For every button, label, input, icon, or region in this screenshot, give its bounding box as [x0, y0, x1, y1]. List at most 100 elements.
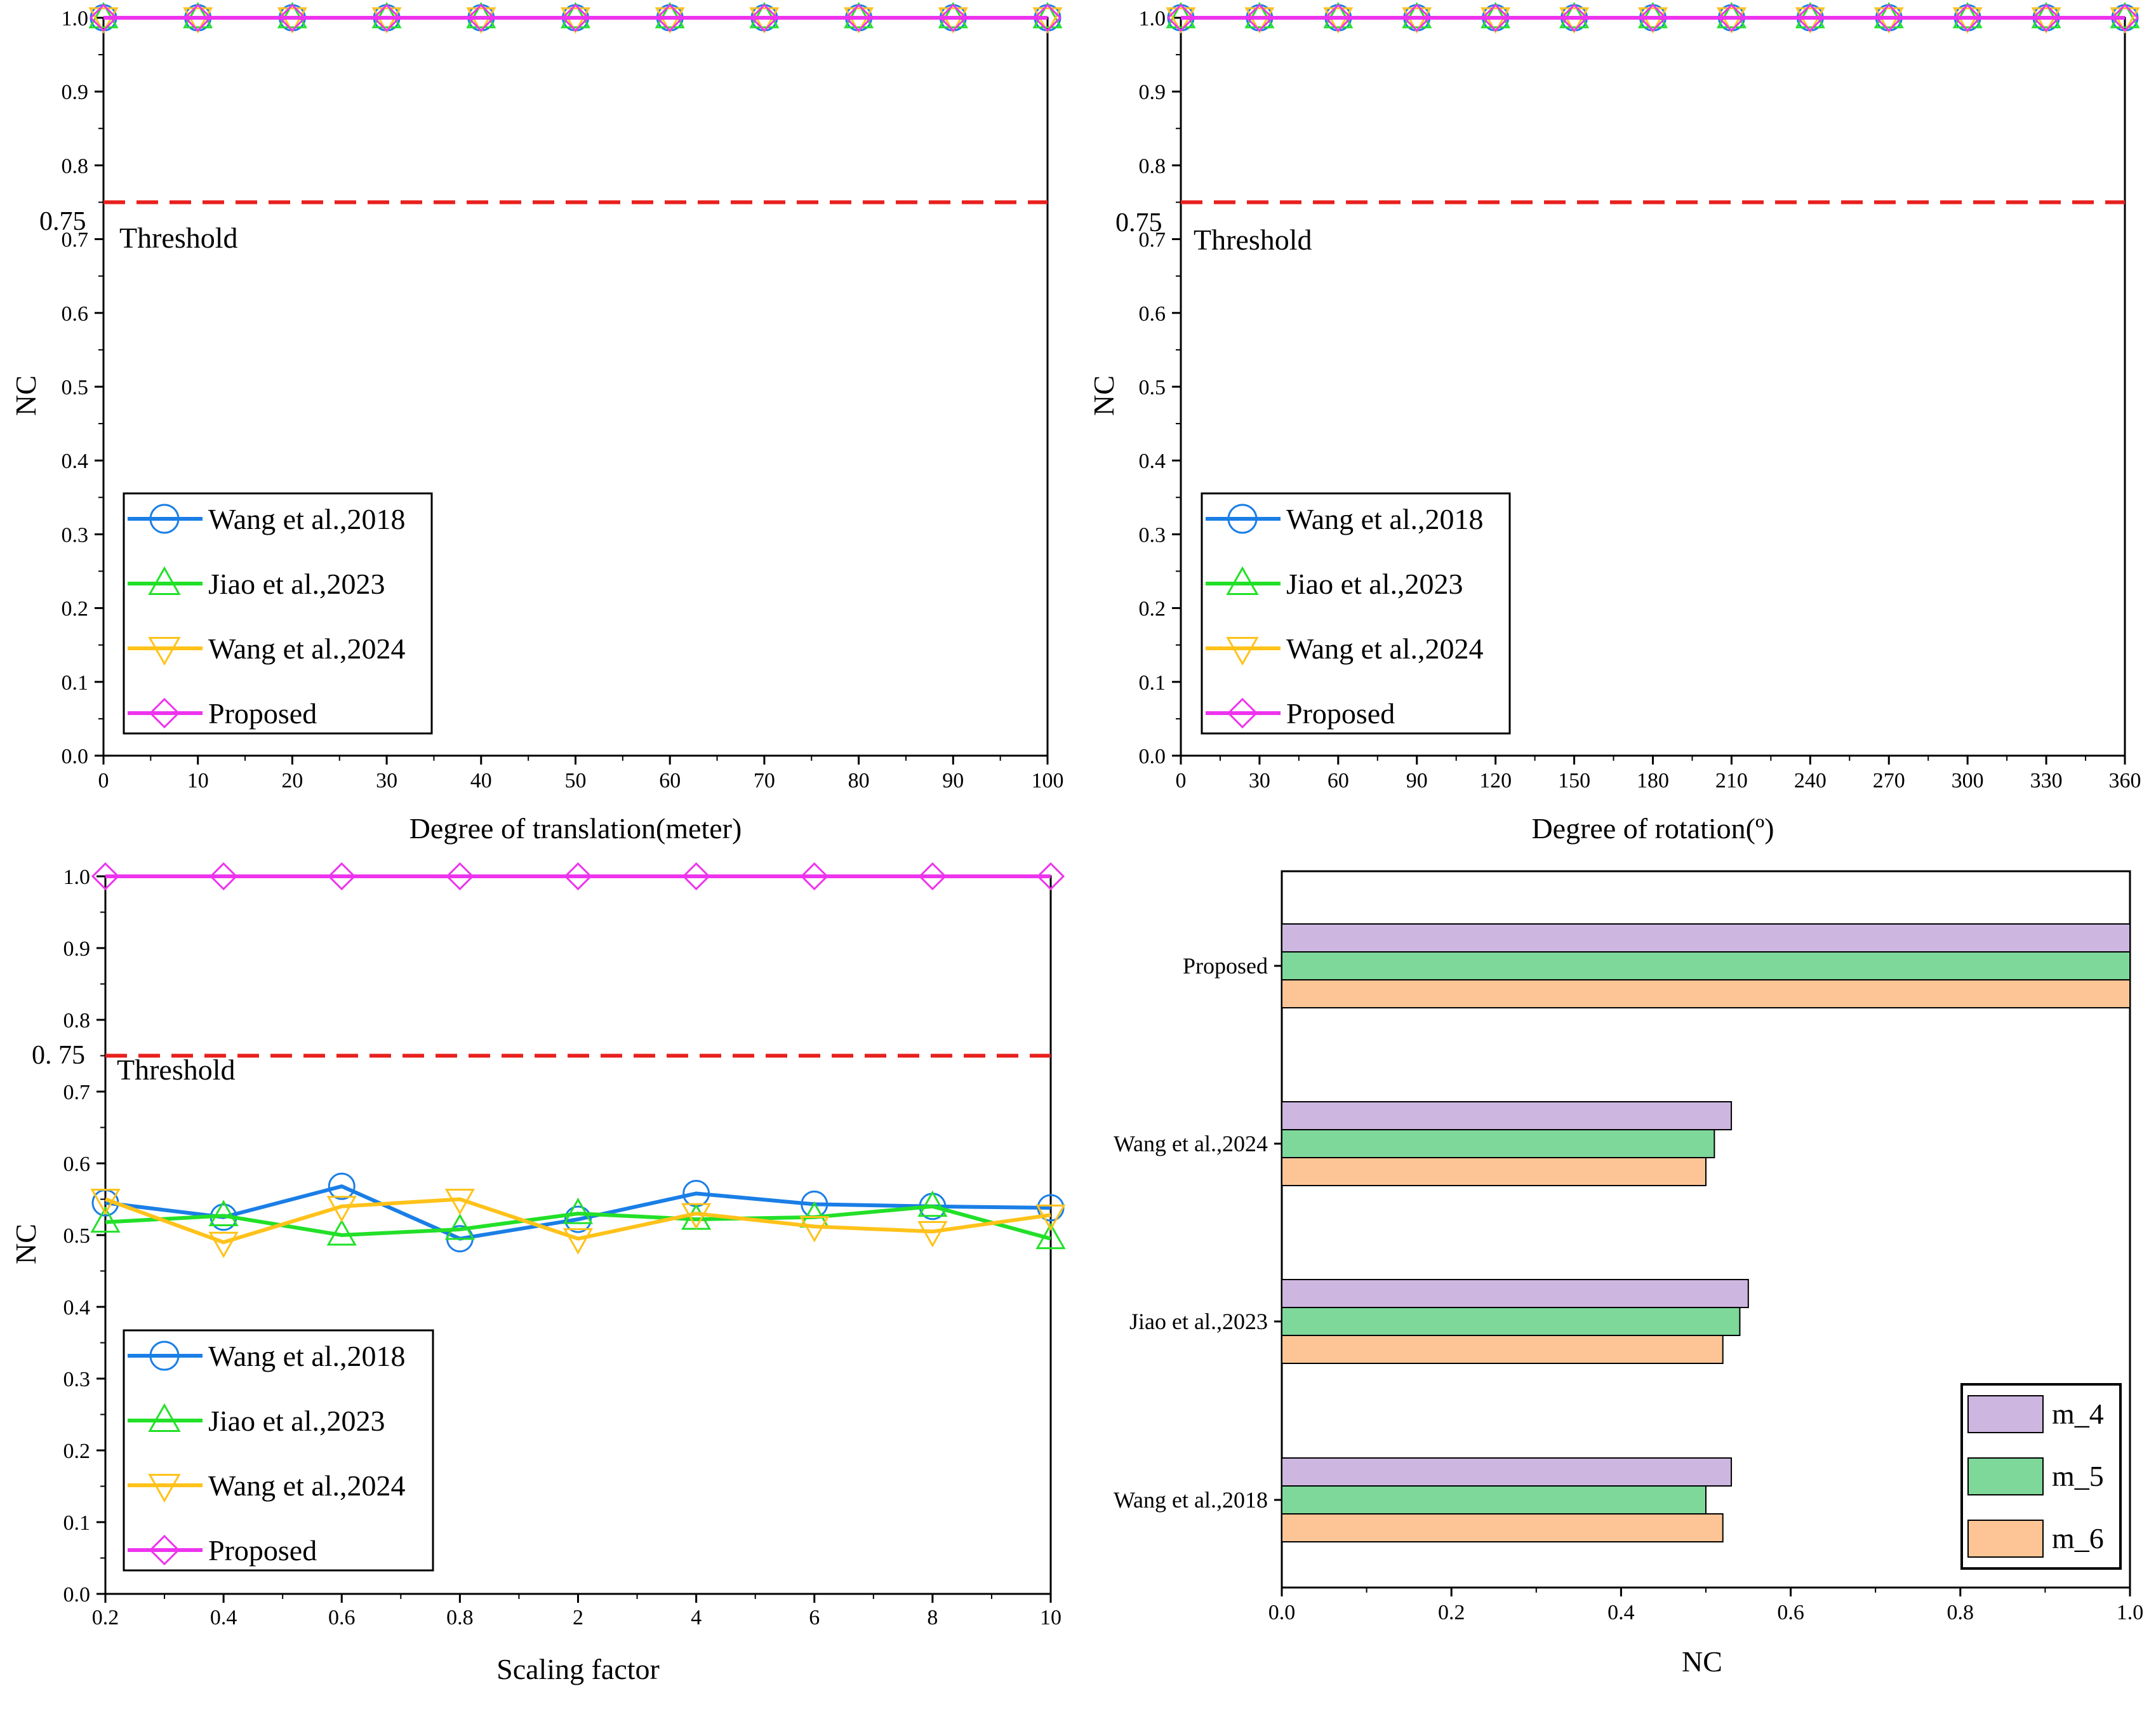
data-point-jiao2023: [1166, 1, 1196, 29]
data-point-wang2024: [560, 7, 591, 34]
chart-panel-scaling: 0.0 0.1 0.2 0.3 0.4 0.5 0.6 0.7 0.8 0.9 1.0 0.2 0.4 0…: [10, 862, 1066, 1685]
data-point-jiao2023: [1873, 1, 1904, 29]
data-point-wang2024: [844, 7, 874, 34]
data-point-wang2024: [1637, 7, 1668, 34]
x-tick-label: 90: [942, 769, 964, 792]
data-point-proposed: [2110, 3, 2139, 32]
data-point-wang2024: [1873, 7, 1904, 34]
x-tick-label: 10: [1040, 1606, 1061, 1629]
data-point-jiao2023: [562, 1198, 594, 1224]
legend: Wang et al.,2018 Jiao et al.,2023 Wang et …: [1201, 492, 1511, 735]
x-tick-label: 0.4: [1607, 1601, 1635, 1624]
x-tick-label: 8: [927, 1606, 938, 1629]
y-tick-label: 0.2: [63, 1440, 91, 1463]
y-axis-label: NC: [1088, 375, 1120, 416]
legend-marker-wang2018: [149, 504, 180, 534]
x-tick-label: 100: [1032, 769, 1064, 792]
data-point-jiao2023: [1952, 1, 1983, 29]
legend-entry: m_6: [2052, 1522, 2104, 1555]
legend-marker-wang2024: [148, 637, 181, 666]
data-point-jiao2023: [277, 1, 307, 29]
bar-m4: [1281, 1457, 1733, 1487]
x-tick-label: 0.8: [1947, 1601, 1974, 1624]
data-point-wang2024: [466, 7, 496, 34]
data-point-wang2024: [1481, 7, 1511, 34]
data-point-jiao2023: [938, 1, 968, 29]
data-point-wang2024: [799, 1215, 830, 1243]
bar-m4: [1281, 1101, 1733, 1130]
x-tick-label: 40: [470, 769, 492, 792]
data-point-wang2024: [1166, 7, 1196, 34]
data-point-wang2024: [917, 1220, 948, 1248]
legend-marker-wang2024: [1226, 637, 1259, 666]
x-axis-label: Scaling factor: [496, 1653, 660, 1685]
legend-entry: Jiao et al.,2023: [208, 568, 385, 600]
y-tick-label: 0.3: [1139, 523, 1166, 547]
x-tick-label: 0.4: [210, 1606, 237, 1629]
data-point-jiao2023: [2031, 1, 2061, 29]
data-point-proposed: [750, 3, 779, 32]
bar-m6: [1281, 1157, 1707, 1186]
y-tick-label: 0.8: [63, 1009, 91, 1033]
data-point-wang2024: [1244, 7, 1275, 34]
y-tick-label: 0.6: [1139, 302, 1166, 326]
threshold-label: Threshold: [117, 1053, 236, 1086]
x-tick-label: 50: [565, 769, 587, 792]
x-axis-label: NC: [1682, 1645, 1722, 1678]
data-point-proposed: [1033, 3, 1062, 32]
threshold-label: Threshold: [1194, 224, 1312, 256]
bar-m4: [1281, 923, 2131, 953]
data-point-proposed: [1402, 3, 1431, 32]
y-tick-label: 0.2: [62, 598, 89, 621]
data-point-proposed: [372, 3, 401, 32]
x-tick-label: 120: [1479, 769, 1512, 792]
legend-box: [123, 1329, 434, 1572]
y-tick-label: 0.6: [63, 1153, 91, 1176]
data-point-jiao2023: [183, 1, 213, 29]
data-point-jiao2023: [1035, 1222, 1066, 1250]
y-tick-label: 1.0: [1139, 7, 1166, 30]
y-tick-label: 0.1: [62, 671, 89, 695]
legend-entry: Wang et al.,2018: [1286, 503, 1484, 535]
data-point-wang2024: [1402, 7, 1432, 34]
data-point-jiao2023: [2110, 1, 2140, 29]
data-point-proposed: [278, 3, 307, 32]
data-point-wang2024: [183, 7, 213, 34]
data-point-wang2024: [371, 7, 402, 34]
data-point-jiao2023: [1323, 1, 1354, 29]
legend-entry: Wang et al.,2024: [1286, 632, 1484, 665]
y-axis-label: NC: [10, 1224, 42, 1264]
data-point-proposed: [2032, 3, 2061, 32]
x-tick-label: 0.0: [1268, 1601, 1296, 1624]
legend-marker-jiao2023: [148, 1403, 181, 1432]
data-point-wang2024: [1323, 7, 1354, 34]
data-point-wang2024: [326, 1196, 357, 1222]
bar-m4: [1281, 1279, 1749, 1308]
data-point-wang2024: [681, 1203, 712, 1230]
y-tick-label: 0.3: [63, 1368, 91, 1391]
series-line-wang2024: [104, 1197, 1051, 1245]
y-tick-label: 0.4: [63, 1296, 91, 1320]
data-point-jiao2023: [1244, 1, 1275, 29]
x-tick-label: 90: [1406, 769, 1428, 792]
data-point-proposed: [1481, 3, 1510, 32]
data-point-proposed: [561, 3, 590, 32]
y-axis-label: NC: [10, 375, 42, 416]
x-tick-label: 80: [848, 769, 870, 792]
data-point-proposed: [1166, 3, 1195, 32]
data-point-jiao2023: [1559, 1, 1590, 29]
data-point-jiao2023: [371, 1, 402, 29]
y-tick-label: 0.7: [63, 1081, 91, 1104]
legend-swatch-m6: [1967, 1520, 2044, 1558]
data-point-proposed: [89, 3, 118, 32]
data-point-wang2024: [655, 7, 685, 34]
legend-entry: Jiao et al.,2023: [1286, 568, 1463, 600]
data-point-proposed: [446, 862, 474, 891]
legend-marker-proposed: [1227, 697, 1258, 729]
data-point-proposed: [844, 3, 873, 32]
legend: Wang et al.,2018 Jiao et al.,2023 Wang et …: [123, 1329, 434, 1572]
data-point-wang2024: [90, 1189, 121, 1215]
legend-entry: Wang et al.,2024: [208, 1469, 406, 1502]
data-point-proposed: [682, 862, 710, 891]
y-tick-label: 0.7: [1139, 229, 1166, 252]
